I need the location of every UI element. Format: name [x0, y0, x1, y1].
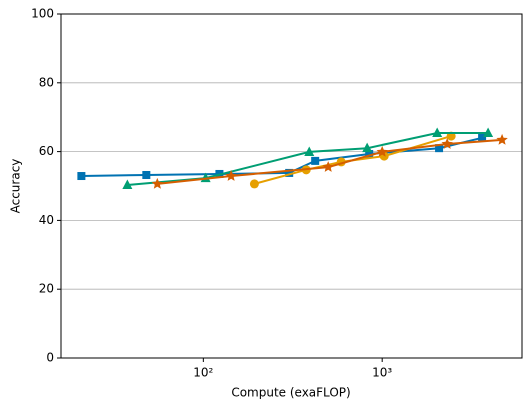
marker: [483, 127, 494, 138]
marker: [376, 145, 388, 157]
series-line: [157, 138, 503, 185]
y-tick-label: 40: [39, 213, 54, 227]
y-tick-label: 60: [39, 144, 54, 158]
marker: [122, 179, 133, 189]
marker: [151, 177, 163, 189]
y-tick-label: 100: [31, 7, 54, 21]
marker: [285, 168, 294, 177]
marker: [77, 172, 86, 181]
marker: [311, 156, 320, 165]
y-tick-label: 20: [39, 282, 54, 296]
x-axis-label: Compute (exaFLOP): [231, 386, 350, 400]
y-tick-label: 80: [39, 75, 54, 89]
x-tick-label: 10²: [193, 366, 213, 380]
marker: [478, 133, 487, 142]
marker: [225, 170, 237, 181]
y-tick-label: 0: [46, 351, 54, 365]
marker: [432, 127, 443, 138]
marker: [441, 138, 453, 149]
marker: [142, 170, 151, 179]
x-tick-label: 10³: [372, 366, 392, 380]
marker: [304, 146, 315, 156]
series-line: [81, 136, 483, 177]
plot-frame: [60, 13, 523, 359]
marker: [249, 179, 259, 189]
marker: [496, 133, 508, 145]
marker: [322, 161, 334, 172]
marker: [435, 144, 444, 153]
y-axis-label: Accuracy: [9, 159, 23, 214]
marker: [362, 142, 373, 153]
marker: [365, 150, 374, 159]
